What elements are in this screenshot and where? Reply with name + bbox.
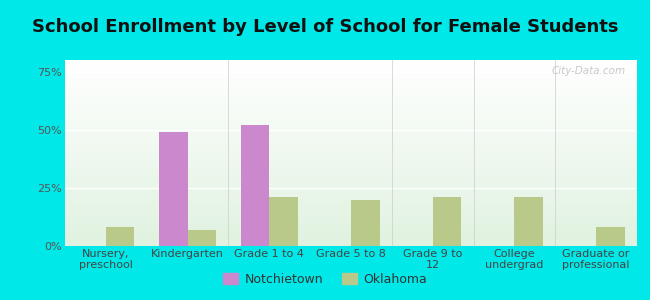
- Bar: [433, 197, 462, 246]
- Bar: [159, 132, 188, 246]
- Text: City-Data.com: City-Data.com: [551, 66, 625, 76]
- Bar: [596, 227, 625, 246]
- Bar: [106, 227, 135, 246]
- Legend: Notchietown, Oklahoma: Notchietown, Oklahoma: [218, 268, 432, 291]
- Bar: [269, 197, 298, 246]
- Bar: [351, 200, 380, 246]
- Bar: [240, 125, 269, 246]
- Bar: [188, 230, 216, 246]
- Bar: [514, 197, 543, 246]
- Text: School Enrollment by Level of School for Female Students: School Enrollment by Level of School for…: [32, 18, 618, 36]
